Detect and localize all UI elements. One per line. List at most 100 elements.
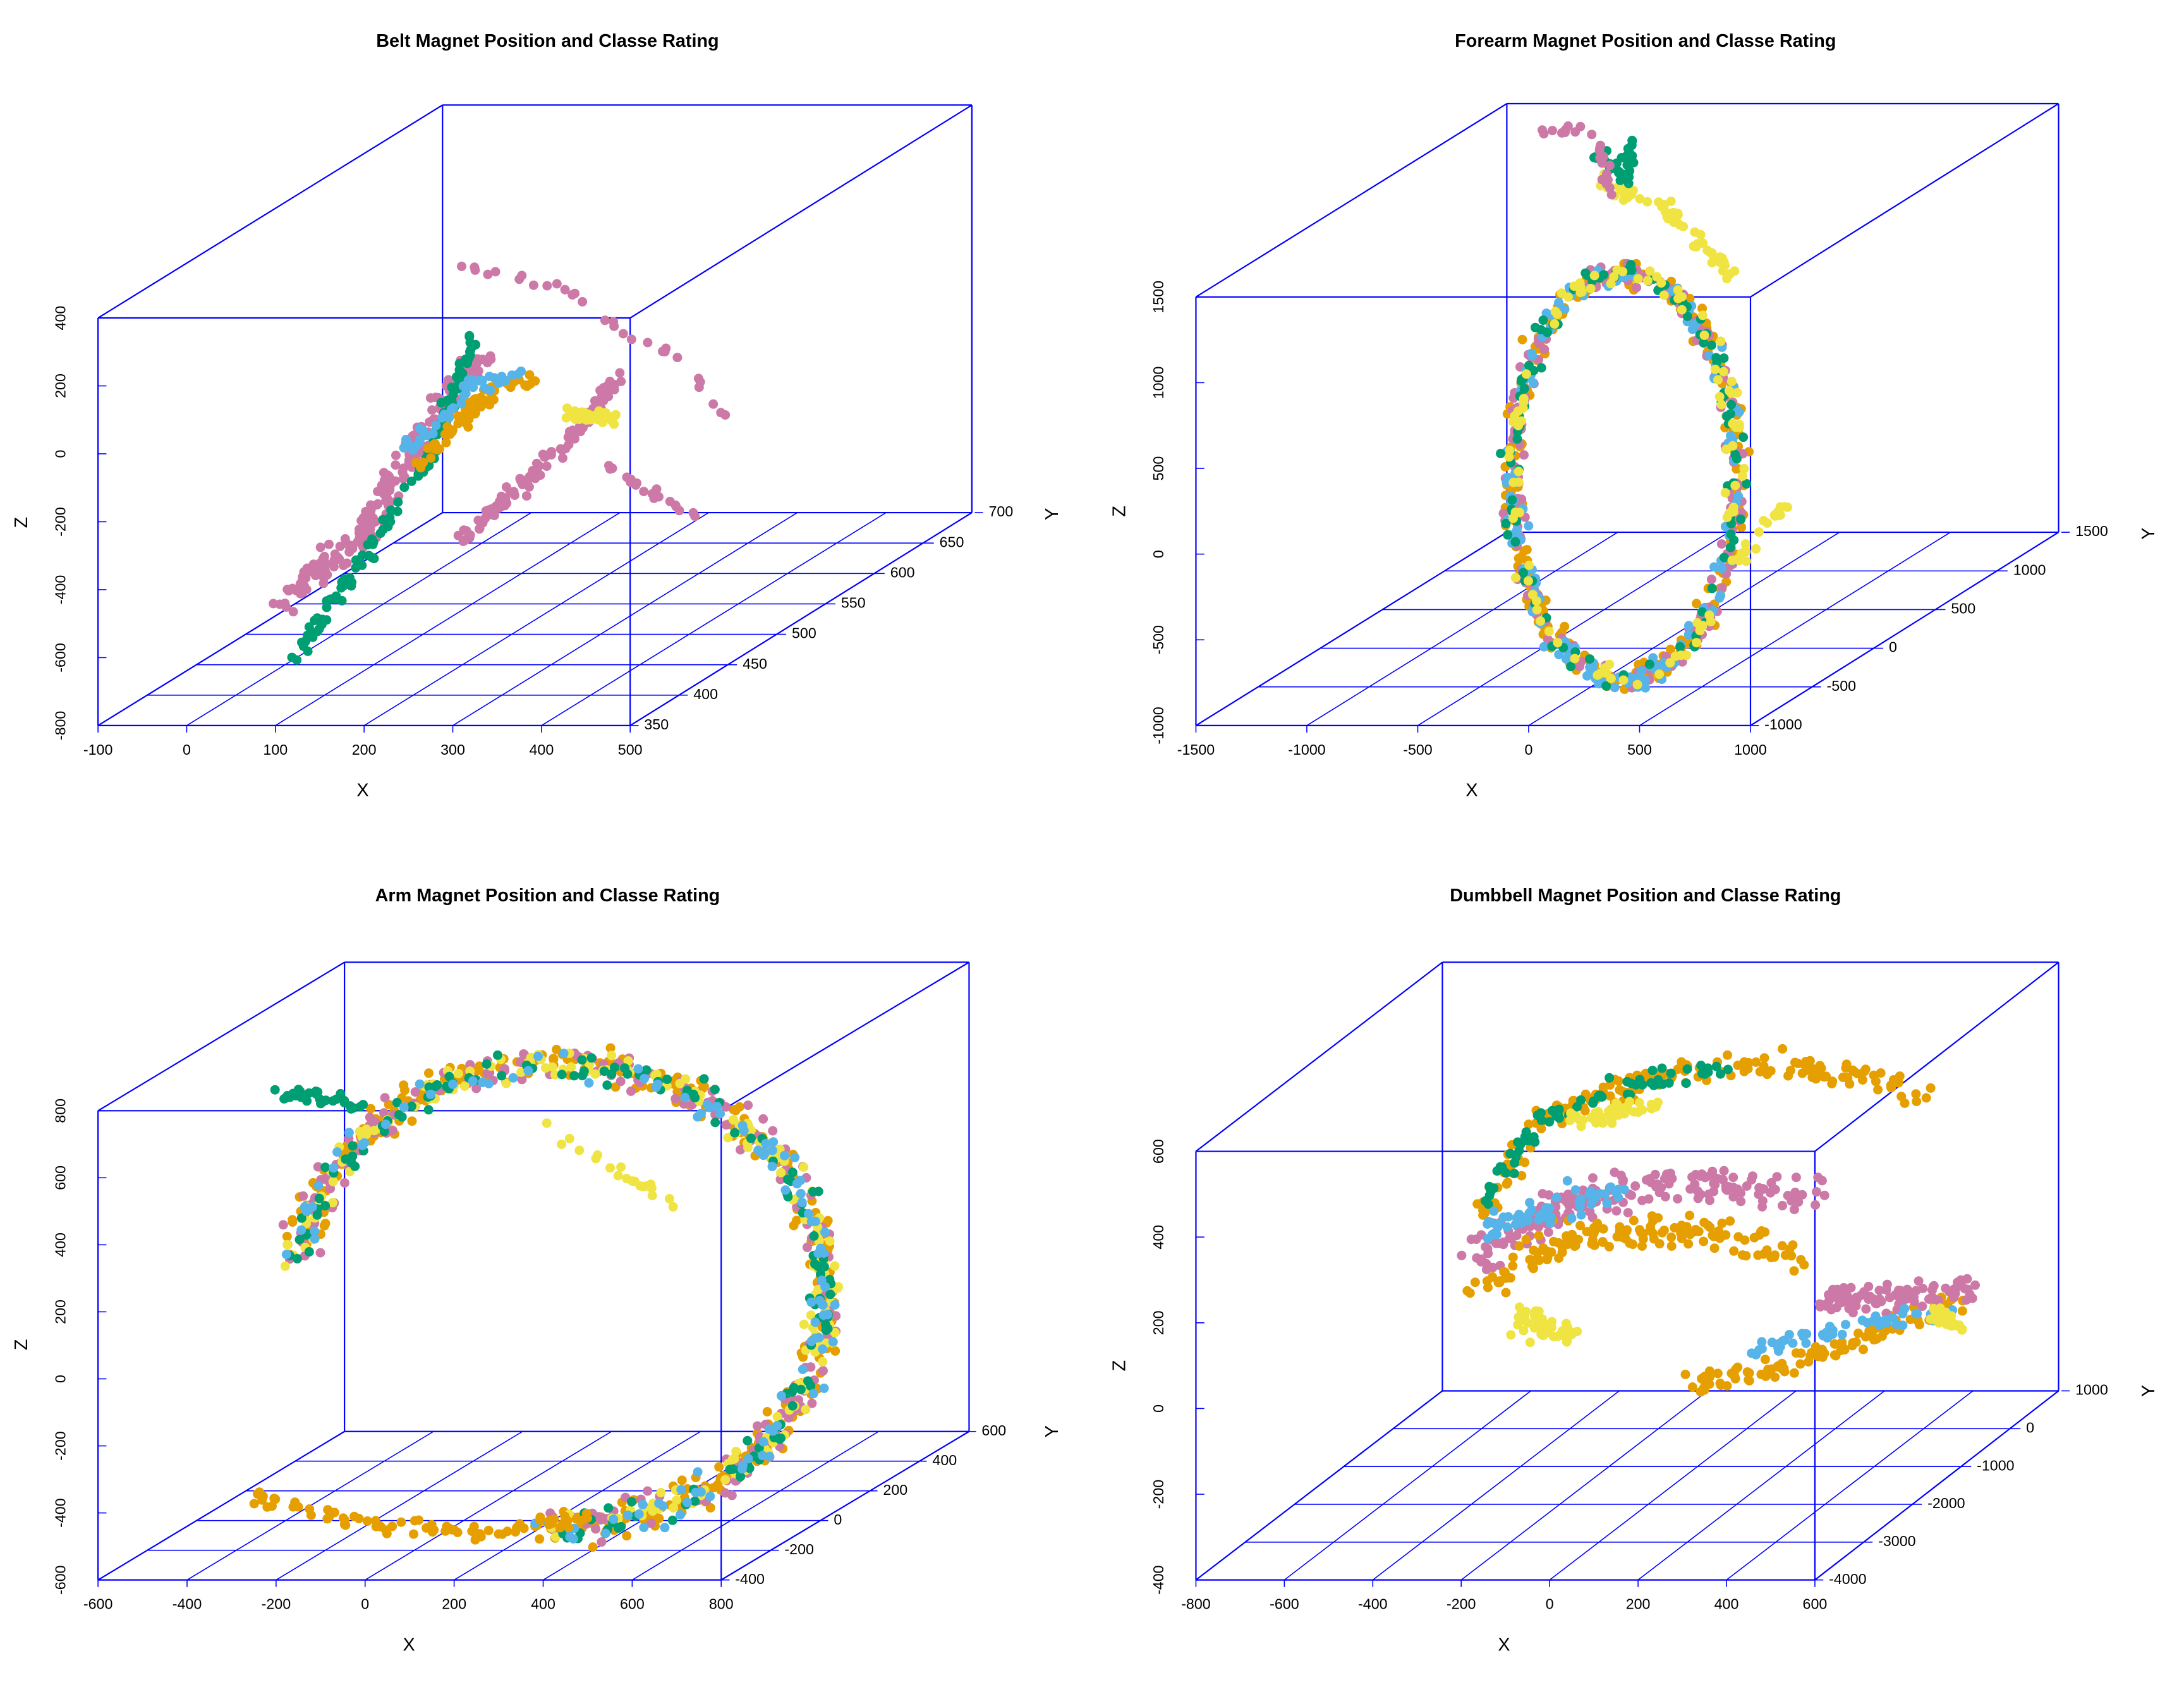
y-tick-label: -4000 bbox=[1829, 1571, 1867, 1587]
data-point bbox=[622, 1069, 633, 1079]
x-tick-label: 1000 bbox=[1734, 741, 1767, 758]
data-point bbox=[523, 1066, 533, 1076]
x-tick-label: 0 bbox=[1525, 741, 1533, 758]
data-point bbox=[1632, 283, 1642, 293]
data-point bbox=[823, 1215, 833, 1226]
data-point bbox=[1932, 1310, 1942, 1320]
data-point bbox=[322, 569, 332, 580]
data-point bbox=[623, 1510, 633, 1520]
data-point bbox=[664, 1194, 674, 1203]
data-point bbox=[470, 262, 480, 272]
data-point bbox=[1659, 290, 1669, 300]
z-axis-label: Z bbox=[1109, 1360, 1129, 1372]
data-point bbox=[398, 473, 408, 484]
data-point bbox=[1737, 471, 1747, 481]
data-point bbox=[1698, 1170, 1708, 1180]
data-point bbox=[1532, 605, 1542, 615]
data-point bbox=[1711, 1061, 1721, 1071]
data-point bbox=[1627, 136, 1637, 146]
data-point bbox=[1575, 288, 1586, 298]
data-point bbox=[494, 1529, 504, 1539]
data-point bbox=[1560, 304, 1570, 314]
x-tick-label: -600 bbox=[1270, 1596, 1299, 1612]
grid-line bbox=[276, 1431, 523, 1581]
data-point bbox=[714, 1462, 724, 1472]
data-point bbox=[368, 513, 378, 523]
box-edge bbox=[1750, 532, 2060, 726]
data-point bbox=[394, 1110, 404, 1120]
z-tick-label: -400 bbox=[1150, 1565, 1167, 1595]
data-point bbox=[1529, 1311, 1539, 1321]
data-point bbox=[801, 1404, 811, 1415]
data-point bbox=[715, 1109, 725, 1119]
data-point bbox=[1666, 644, 1675, 654]
data-point bbox=[1521, 369, 1531, 379]
data-point bbox=[332, 1147, 343, 1157]
data-point bbox=[1730, 480, 1740, 490]
data-point bbox=[1705, 1195, 1714, 1205]
box-edge bbox=[1814, 961, 2060, 1152]
data-point bbox=[768, 1137, 779, 1147]
data-point bbox=[660, 1523, 670, 1533]
data-point bbox=[1773, 1361, 1782, 1372]
data-point bbox=[427, 405, 437, 415]
data-point bbox=[501, 1078, 511, 1088]
data-point bbox=[1587, 130, 1597, 140]
x-axis-label: X bbox=[1498, 1635, 1510, 1655]
data-point bbox=[288, 583, 298, 594]
data-point bbox=[406, 477, 416, 486]
data-point bbox=[335, 541, 345, 551]
data-point bbox=[1529, 365, 1539, 375]
data-point bbox=[1523, 576, 1533, 586]
data-point bbox=[1492, 1166, 1502, 1176]
data-point bbox=[1610, 1167, 1620, 1178]
x-axis-label: X bbox=[1465, 781, 1477, 801]
data-point bbox=[1632, 673, 1642, 683]
data-point bbox=[806, 1217, 816, 1226]
data-point bbox=[1725, 1216, 1735, 1226]
data-point bbox=[729, 1454, 739, 1464]
data-point bbox=[485, 386, 495, 396]
data-point bbox=[257, 1495, 267, 1505]
data-point bbox=[753, 1421, 762, 1431]
data-point bbox=[414, 1515, 424, 1525]
data-point bbox=[542, 1118, 552, 1128]
data-point bbox=[1637, 1105, 1647, 1115]
data-point bbox=[296, 588, 305, 599]
data-point bbox=[1778, 1200, 1787, 1210]
data-point bbox=[1751, 1349, 1761, 1360]
data-point bbox=[1835, 1296, 1845, 1306]
data-point bbox=[324, 539, 334, 549]
data-point bbox=[320, 1174, 331, 1184]
data-point bbox=[387, 1521, 397, 1532]
data-point bbox=[1598, 1118, 1608, 1128]
data-point bbox=[328, 1198, 337, 1208]
data-point bbox=[1828, 1329, 1838, 1339]
data-point bbox=[712, 1102, 722, 1112]
data-point bbox=[1512, 434, 1522, 444]
data-point bbox=[1759, 1053, 1769, 1063]
data-point bbox=[1570, 654, 1580, 664]
data-point bbox=[809, 1231, 819, 1241]
data-point bbox=[262, 1502, 272, 1512]
data-point bbox=[1538, 315, 1548, 326]
y-axis-label: Y bbox=[1042, 1425, 1062, 1437]
data-point bbox=[1623, 154, 1634, 164]
data-point bbox=[472, 1066, 482, 1076]
data-point bbox=[654, 1513, 664, 1523]
data-point bbox=[623, 1056, 633, 1066]
data-point bbox=[431, 420, 441, 430]
data-point bbox=[565, 1532, 575, 1542]
data-point bbox=[1593, 1107, 1603, 1117]
data-point bbox=[1556, 288, 1567, 298]
data-point bbox=[457, 261, 466, 271]
data-point bbox=[787, 1401, 798, 1411]
data-point bbox=[1576, 1121, 1586, 1131]
data-point bbox=[1620, 1229, 1630, 1239]
box-edge bbox=[720, 1430, 970, 1581]
data-point bbox=[1736, 1197, 1746, 1207]
data-point bbox=[758, 1451, 767, 1461]
data-point bbox=[1874, 1286, 1884, 1295]
box-edge bbox=[1750, 103, 2060, 298]
data-point bbox=[459, 1081, 470, 1091]
